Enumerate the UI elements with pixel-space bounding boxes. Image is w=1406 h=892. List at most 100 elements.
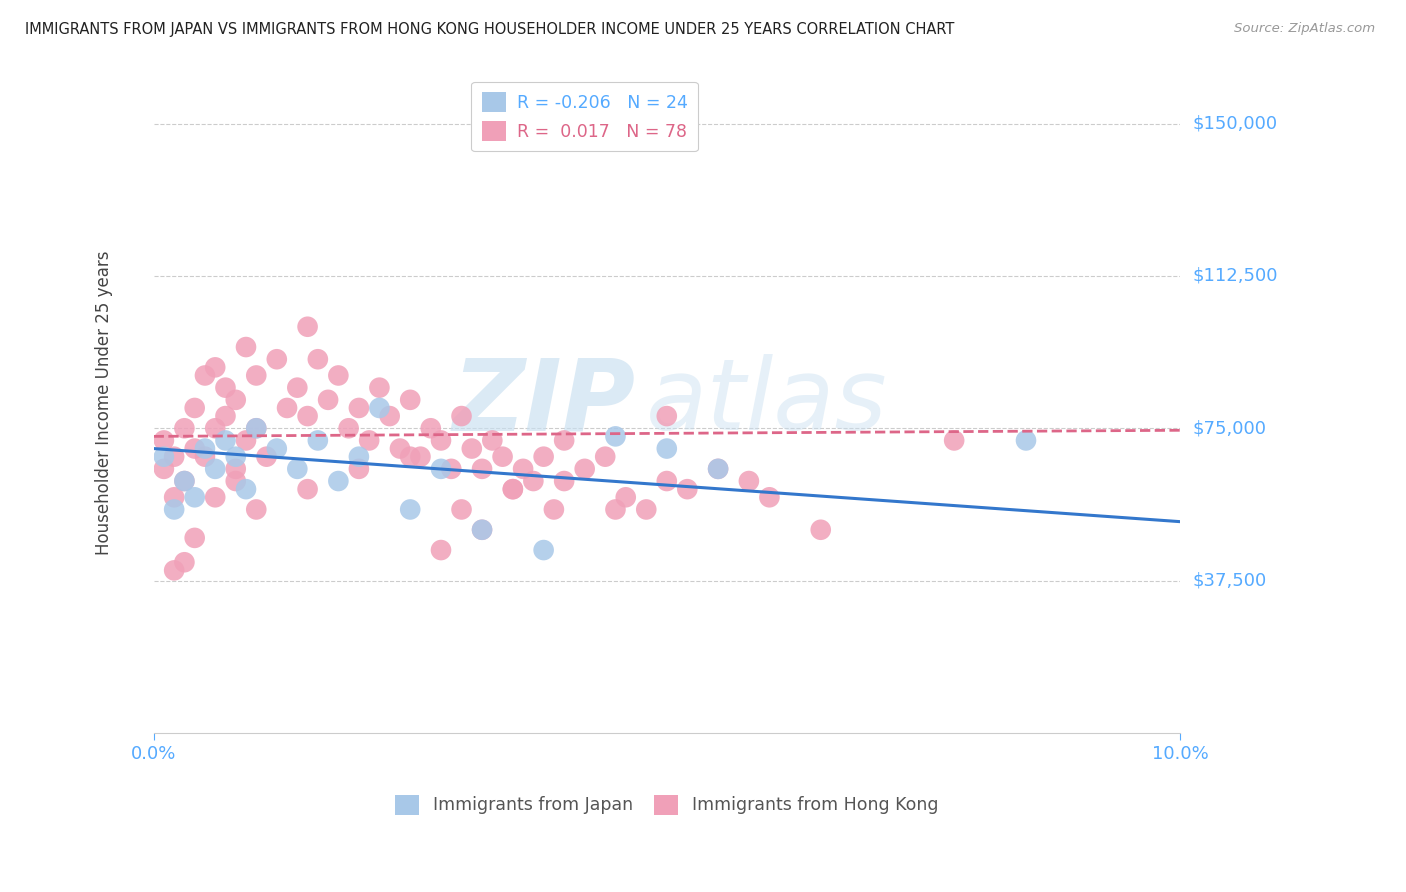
Point [512,462,534,476]
Point [194,450,217,464]
Point [430,462,453,476]
Point [328,474,350,488]
Point [450,409,472,423]
Point [225,462,247,476]
Point [204,462,226,476]
Point [409,450,432,464]
Point [707,462,730,476]
Point [502,482,524,496]
Point [173,474,195,488]
Point [553,434,575,448]
Point [285,381,308,395]
Point [368,401,391,415]
Point [399,450,422,464]
Point [235,340,257,354]
Point [204,490,226,504]
Text: $112,500: $112,500 [1192,267,1278,285]
Point [214,409,236,423]
Point [163,490,186,504]
Point [522,474,544,488]
Point [153,434,176,448]
Point [655,474,678,488]
Point [461,442,484,456]
Point [1015,434,1038,448]
Point [347,462,370,476]
Point [297,409,319,423]
Point [214,434,236,448]
Point [235,434,257,448]
Point [533,450,555,464]
Point [707,462,730,476]
Point [316,392,339,407]
Point [204,360,226,375]
Point [481,434,503,448]
Point [153,462,176,476]
Point [655,409,678,423]
Point [359,434,381,448]
Text: IMMIGRANTS FROM JAPAN VS IMMIGRANTS FROM HONG KONG HOUSEHOLDER INCOME UNDER 25 Y: IMMIGRANTS FROM JAPAN VS IMMIGRANTS FROM… [25,22,955,37]
Point [399,392,422,407]
Point [676,482,699,496]
Point [245,368,267,383]
Text: $75,000: $75,000 [1192,419,1267,437]
Point [614,490,637,504]
Point [758,490,780,504]
Point [245,502,267,516]
Point [266,442,288,456]
Point [943,434,966,448]
Point [655,442,678,456]
Point [378,409,401,423]
Text: Householder Income Under 25 years: Householder Income Under 25 years [96,251,114,555]
Point [574,462,596,476]
Point [471,523,494,537]
Point [337,421,360,435]
Point [153,450,176,464]
Point [399,502,422,516]
Point [430,434,453,448]
Point [440,462,463,476]
Point [297,319,319,334]
Text: $37,500: $37,500 [1192,572,1267,590]
Point [214,381,236,395]
Point [194,442,217,456]
Point [347,401,370,415]
Point [297,482,319,496]
Point [245,421,267,435]
Point [810,523,832,537]
Point [163,502,186,516]
Point [173,421,195,435]
Point [368,381,391,395]
Point [235,482,257,496]
Legend: Immigrants from Japan, Immigrants from Hong Kong: Immigrants from Japan, Immigrants from H… [388,788,946,822]
Point [225,450,247,464]
Point [245,421,267,435]
Point [307,352,329,367]
Point [266,352,288,367]
Point [471,462,494,476]
Point [347,450,370,464]
Point [183,490,205,504]
Point [450,502,472,516]
Point [533,543,555,558]
Point [328,368,350,383]
Point [553,474,575,488]
Point [225,392,247,407]
Point [183,401,205,415]
Point [419,421,441,435]
Point [430,543,453,558]
Text: Source: ZipAtlas.com: Source: ZipAtlas.com [1234,22,1375,36]
Point [183,531,205,545]
Point [194,368,217,383]
Point [173,555,195,569]
Point [502,482,524,496]
Point [285,462,308,476]
Point [225,474,247,488]
Point [163,563,186,577]
Point [204,421,226,435]
Point [491,450,513,464]
Point [163,450,186,464]
Text: atlas: atlas [647,354,887,451]
Text: ZIP: ZIP [453,354,636,451]
Point [471,523,494,537]
Point [738,474,761,488]
